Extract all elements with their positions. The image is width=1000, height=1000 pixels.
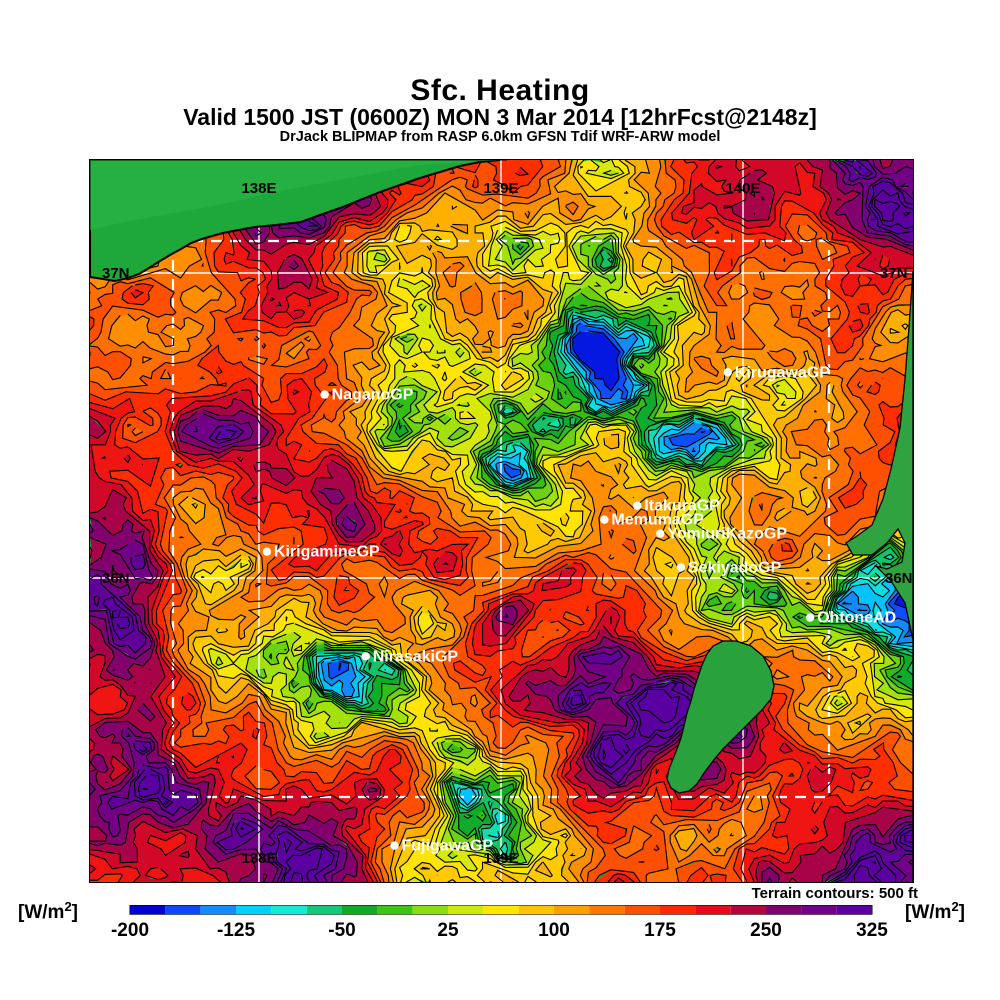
svg-text:175: 175 — [644, 920, 676, 941]
svg-text:-125: -125 — [217, 920, 255, 941]
svg-text:250: 250 — [750, 920, 782, 941]
svg-text:100: 100 — [538, 920, 570, 941]
svg-text:Terrain contours: 500 ft: Terrain contours: 500 ft — [752, 885, 918, 902]
svg-text:25: 25 — [437, 920, 459, 941]
svg-text:-200: -200 — [111, 920, 149, 941]
svg-text:[W/m2]: [W/m2] — [905, 899, 965, 924]
svg-text:-50: -50 — [328, 920, 355, 941]
svg-text:[W/m2]: [W/m2] — [18, 899, 78, 924]
svg-text:325: 325 — [856, 920, 888, 941]
